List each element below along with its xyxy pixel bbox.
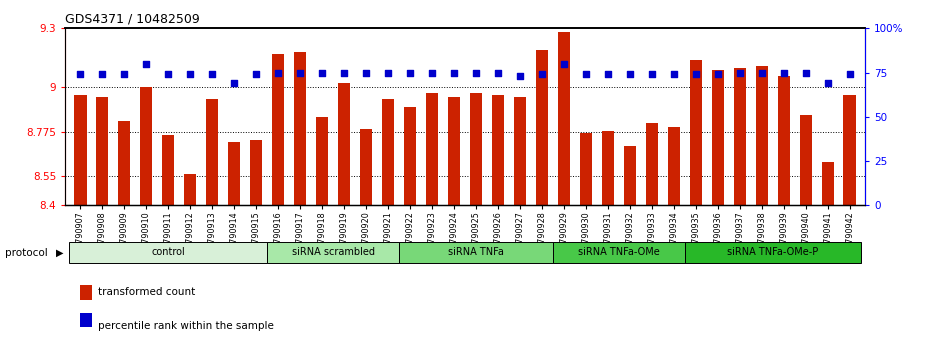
Bar (163, 135, 175, 205)
Bar (80, 313, 91, 327)
Point (556, 61, 571, 67)
Point (820, 80, 835, 86)
Bar (360, 129, 372, 205)
Point (688, 72, 703, 77)
Text: siRNA TNFa-OMe: siRNA TNFa-OMe (578, 247, 659, 257)
Point (95, 72, 110, 77)
Bar (272, 54, 285, 205)
Text: siRNA scrambled: siRNA scrambled (292, 247, 375, 257)
FancyBboxPatch shape (70, 242, 267, 263)
Point (139, 61, 153, 67)
Bar (250, 141, 262, 205)
Bar (228, 142, 240, 205)
Bar (470, 93, 482, 205)
Text: protocol: protocol (5, 248, 47, 258)
Point (644, 72, 659, 77)
Bar (118, 121, 130, 205)
Point (777, 70, 791, 75)
Bar (426, 93, 438, 205)
Text: control: control (152, 247, 185, 257)
Bar (602, 131, 614, 205)
Text: percentile rank within the sample: percentile rank within the sample (98, 321, 273, 331)
Point (380, 70, 395, 75)
Bar (668, 127, 680, 205)
Text: siRNA TNFa-OMe-P: siRNA TNFa-OMe-P (727, 247, 818, 257)
Point (711, 72, 725, 77)
FancyBboxPatch shape (267, 242, 399, 263)
FancyBboxPatch shape (399, 242, 553, 263)
Bar (294, 52, 306, 205)
Bar (80, 285, 91, 300)
Bar (536, 50, 548, 205)
Point (535, 72, 550, 77)
Bar (492, 95, 504, 205)
Point (117, 72, 132, 77)
Bar (777, 75, 790, 205)
Text: siRNA TNFa: siRNA TNFa (448, 247, 504, 257)
Point (732, 70, 747, 75)
Bar (140, 87, 153, 205)
Bar (382, 99, 394, 205)
Bar (184, 174, 196, 205)
Point (183, 72, 198, 77)
Point (227, 80, 242, 86)
Bar (755, 66, 767, 205)
Point (314, 70, 329, 75)
Point (842, 72, 857, 77)
Point (403, 70, 418, 75)
Point (161, 72, 176, 77)
Text: ▶: ▶ (56, 248, 63, 258)
Point (293, 70, 308, 75)
Bar (624, 146, 636, 205)
Point (469, 70, 484, 75)
Point (73, 72, 88, 77)
Point (446, 70, 461, 75)
Bar (579, 132, 591, 205)
Bar (206, 99, 219, 205)
Bar (339, 84, 351, 205)
Point (754, 70, 769, 75)
Bar (74, 95, 86, 205)
Point (337, 70, 352, 75)
Point (601, 72, 616, 77)
Bar (448, 97, 460, 205)
Bar (558, 32, 570, 205)
Bar (514, 97, 526, 205)
Bar (800, 115, 812, 205)
Point (425, 70, 440, 75)
Bar (316, 117, 328, 205)
Text: GDS4371 / 10482509: GDS4371 / 10482509 (65, 12, 200, 25)
Point (205, 72, 219, 77)
Bar (844, 95, 856, 205)
Point (622, 72, 637, 77)
FancyBboxPatch shape (553, 242, 684, 263)
Bar (711, 70, 724, 205)
Text: transformed count: transformed count (98, 287, 195, 297)
FancyBboxPatch shape (684, 242, 860, 263)
Bar (645, 123, 658, 205)
Point (798, 70, 813, 75)
Point (359, 70, 374, 75)
Bar (821, 162, 833, 205)
Point (666, 72, 681, 77)
Bar (734, 68, 746, 205)
Point (490, 70, 505, 75)
Bar (404, 107, 416, 205)
Bar (690, 60, 702, 205)
Bar (97, 97, 109, 205)
Point (249, 72, 264, 77)
Point (578, 72, 593, 77)
Point (271, 70, 286, 75)
Point (512, 73, 527, 79)
